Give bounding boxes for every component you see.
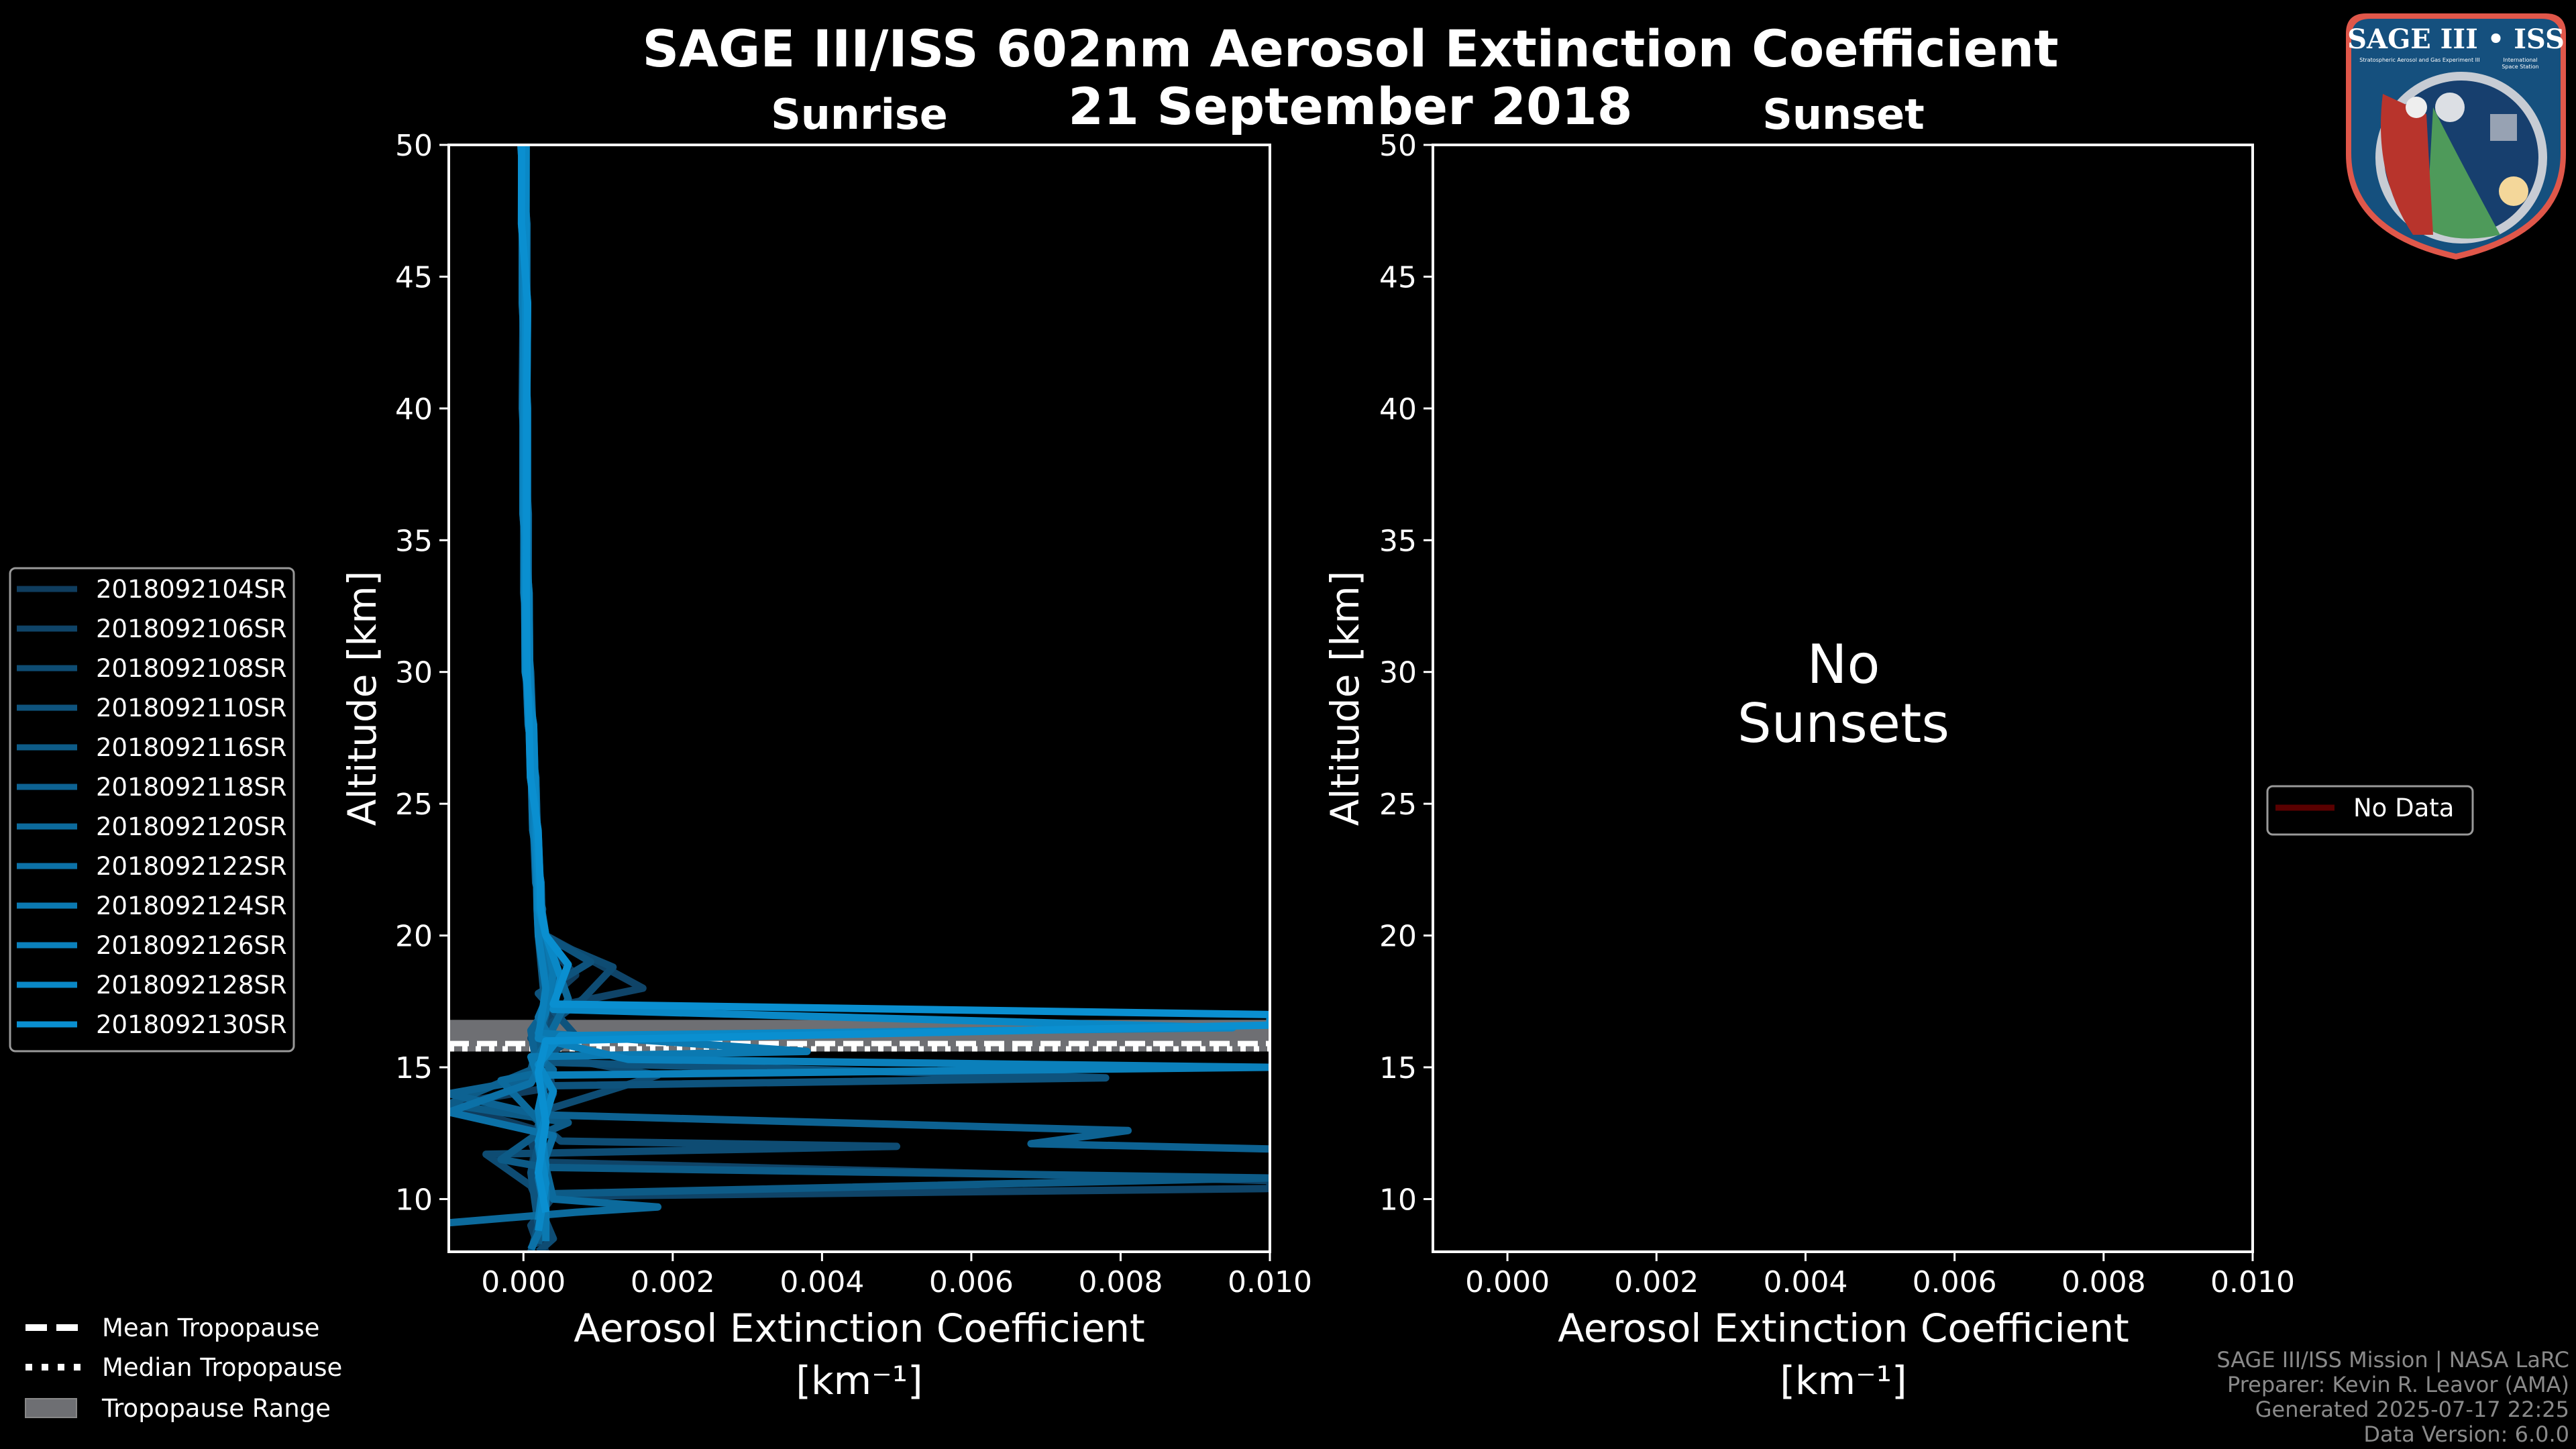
x-tick-label: 0.010 [1228,1265,1312,1299]
footer-mission: SAGE III/ISS Mission | NASA LaRC [2216,1347,2569,1373]
sunset-y-axis-label: Altitude [km] [1322,571,1368,826]
legend-label: 2018092126SR [96,931,287,960]
legend-label: 2018092118SR [96,773,287,802]
sunrise-legend: 2018092104SR 2018092106SR 2018092108SR 2018… [9,567,295,1053]
y-tick-label: 25 [1379,788,1417,822]
tropopause-range-swatch [25,1398,77,1418]
sunrise-y-axis-label: Altitude [km] [339,571,385,826]
y-tick-label: 45 [395,260,433,294]
logo-subtitle-right-2: Space Station [2502,64,2538,70]
median-tropopause-label: Median Tropopause [102,1353,342,1382]
profile-line-2018092118SR [449,145,1270,1153]
x-tick-label: 0.000 [481,1265,566,1299]
y-tick-label: 35 [395,524,433,558]
sunset-panel-title: Sunset [1762,90,1925,139]
sunrise-x-axis-label: Aerosol Extinction Coefficient [574,1305,1145,1351]
x-tick-label: 0.006 [929,1265,1014,1299]
footer-preparer: Preparer: Kevin R. Leavor (AMA) [2227,1372,2569,1397]
sage-iii-iss-logo: SAGE III • ISS Stratospheric Aerosol and… [2346,13,2566,260]
sunrise-x-axis-unit: [km⁻¹] [796,1358,922,1403]
legend-label: 2018092116SR [96,733,287,762]
x-tick-label: 0.006 [1913,1265,1997,1299]
sunset-legend-box [2266,785,2474,836]
x-tick-label: 0.000 [1465,1265,1550,1299]
sunrise-ticks: 0.000 0.002 0.004 0.006 0.008 0.010 10 15 20 25 30… [395,129,1312,1299]
y-tick-label: 25 [395,788,433,822]
mean-tropopause-label: Mean Tropopause [102,1313,320,1342]
footer-credits: SAGE III/ISS Mission | NASA LaRC Prepare… [2216,1347,2569,1447]
footer-data-version: Data Version: 6.0.0 [2363,1421,2569,1447]
legend-label: 2018092104SR [96,575,287,604]
y-tick-label: 10 [395,1183,433,1217]
legend-label: 2018092106SR [96,614,287,643]
x-tick-label: 0.008 [1078,1265,1163,1299]
x-tick-label: 0.010 [2210,1265,2295,1299]
sunrise-axes-frame [447,144,1271,1253]
sunrise-panel-title: Sunrise [771,90,948,139]
legend-label: 2018092124SR [96,892,287,920]
tropopause-legend: Mean Tropopause Median Tropopause Tropop… [25,1313,342,1423]
sunset-plot: 0.000 0.002 0.004 0.006 0.008 0.010 10 15 20 25 30… [1322,129,2295,1403]
legend-label: 2018092108SR [96,654,287,683]
y-tick-label: 40 [395,392,433,427]
footer-generated: Generated 2025-07-17 22:25 [2255,1397,2569,1422]
logo-subtitle-right-1: International [2503,57,2537,63]
sunset-x-axis-unit: [km⁻¹] [1780,1358,1907,1403]
x-tick-label: 0.008 [2061,1265,2146,1299]
sunset-ticks: 0.000 0.002 0.004 0.006 0.008 0.010 10 15 20 25 30… [1379,129,2295,1299]
legend-label: 2018092120SR [96,812,287,841]
logo-subtitle-left: Stratospheric Aerosol and Gas Experiment… [2359,57,2479,63]
x-tick-label: 0.004 [1763,1265,1847,1299]
figure-date: 21 September 2018 [1068,76,1632,136]
no-sunsets-annotation-line1: No [1807,633,1880,696]
profile-line-2018092110SR [521,145,1110,1252]
y-tick-label: 35 [1379,524,1417,558]
no-data-label: No Data [2353,794,2454,822]
y-tick-label: 50 [395,129,433,163]
logo-title: SAGE III • ISS [2347,23,2565,55]
legend-label: 2018092130SR [96,1010,287,1039]
profile-line-2018092126SR [519,145,1270,1221]
legend-label: 2018092122SR [96,852,287,881]
x-tick-label: 0.002 [1614,1265,1699,1299]
sunset-x-axis-label: Aerosol Extinction Coefficient [1558,1305,2129,1351]
no-sunsets-annotation-line2: Sunsets [1737,692,1949,755]
profile-line-2018092130SR [517,145,1270,1214]
y-tick-label: 20 [1379,920,1417,954]
figure-title: SAGE III/ISS 602nm Aerosol Extinction Co… [642,19,2058,78]
tropopause-range-label: Tropopause Range [101,1394,331,1423]
y-tick-label: 15 [1379,1051,1417,1085]
y-tick-label: 10 [1379,1183,1417,1217]
y-tick-label: 30 [395,656,433,690]
y-tick-label: 20 [395,920,433,954]
legend-label: 2018092110SR [96,694,287,722]
y-tick-label: 15 [395,1051,433,1085]
x-tick-label: 0.004 [780,1265,864,1299]
y-tick-label: 40 [1379,392,1417,427]
sunrise-legend-box [9,567,295,1053]
y-tick-label: 45 [1379,260,1417,294]
sunrise-series-group [449,145,1270,1252]
legend-label: 2018092128SR [96,971,287,1000]
sunrise-plot: 0.000 0.002 0.004 0.006 0.008 0.010 10 15 20 25 30… [339,129,1312,1403]
x-tick-label: 0.002 [631,1265,715,1299]
sunset-legend: No Data [2266,785,2474,836]
sunset-axes-frame [1432,144,2254,1253]
y-tick-label: 50 [1379,129,1417,163]
y-tick-label: 30 [1379,656,1417,690]
